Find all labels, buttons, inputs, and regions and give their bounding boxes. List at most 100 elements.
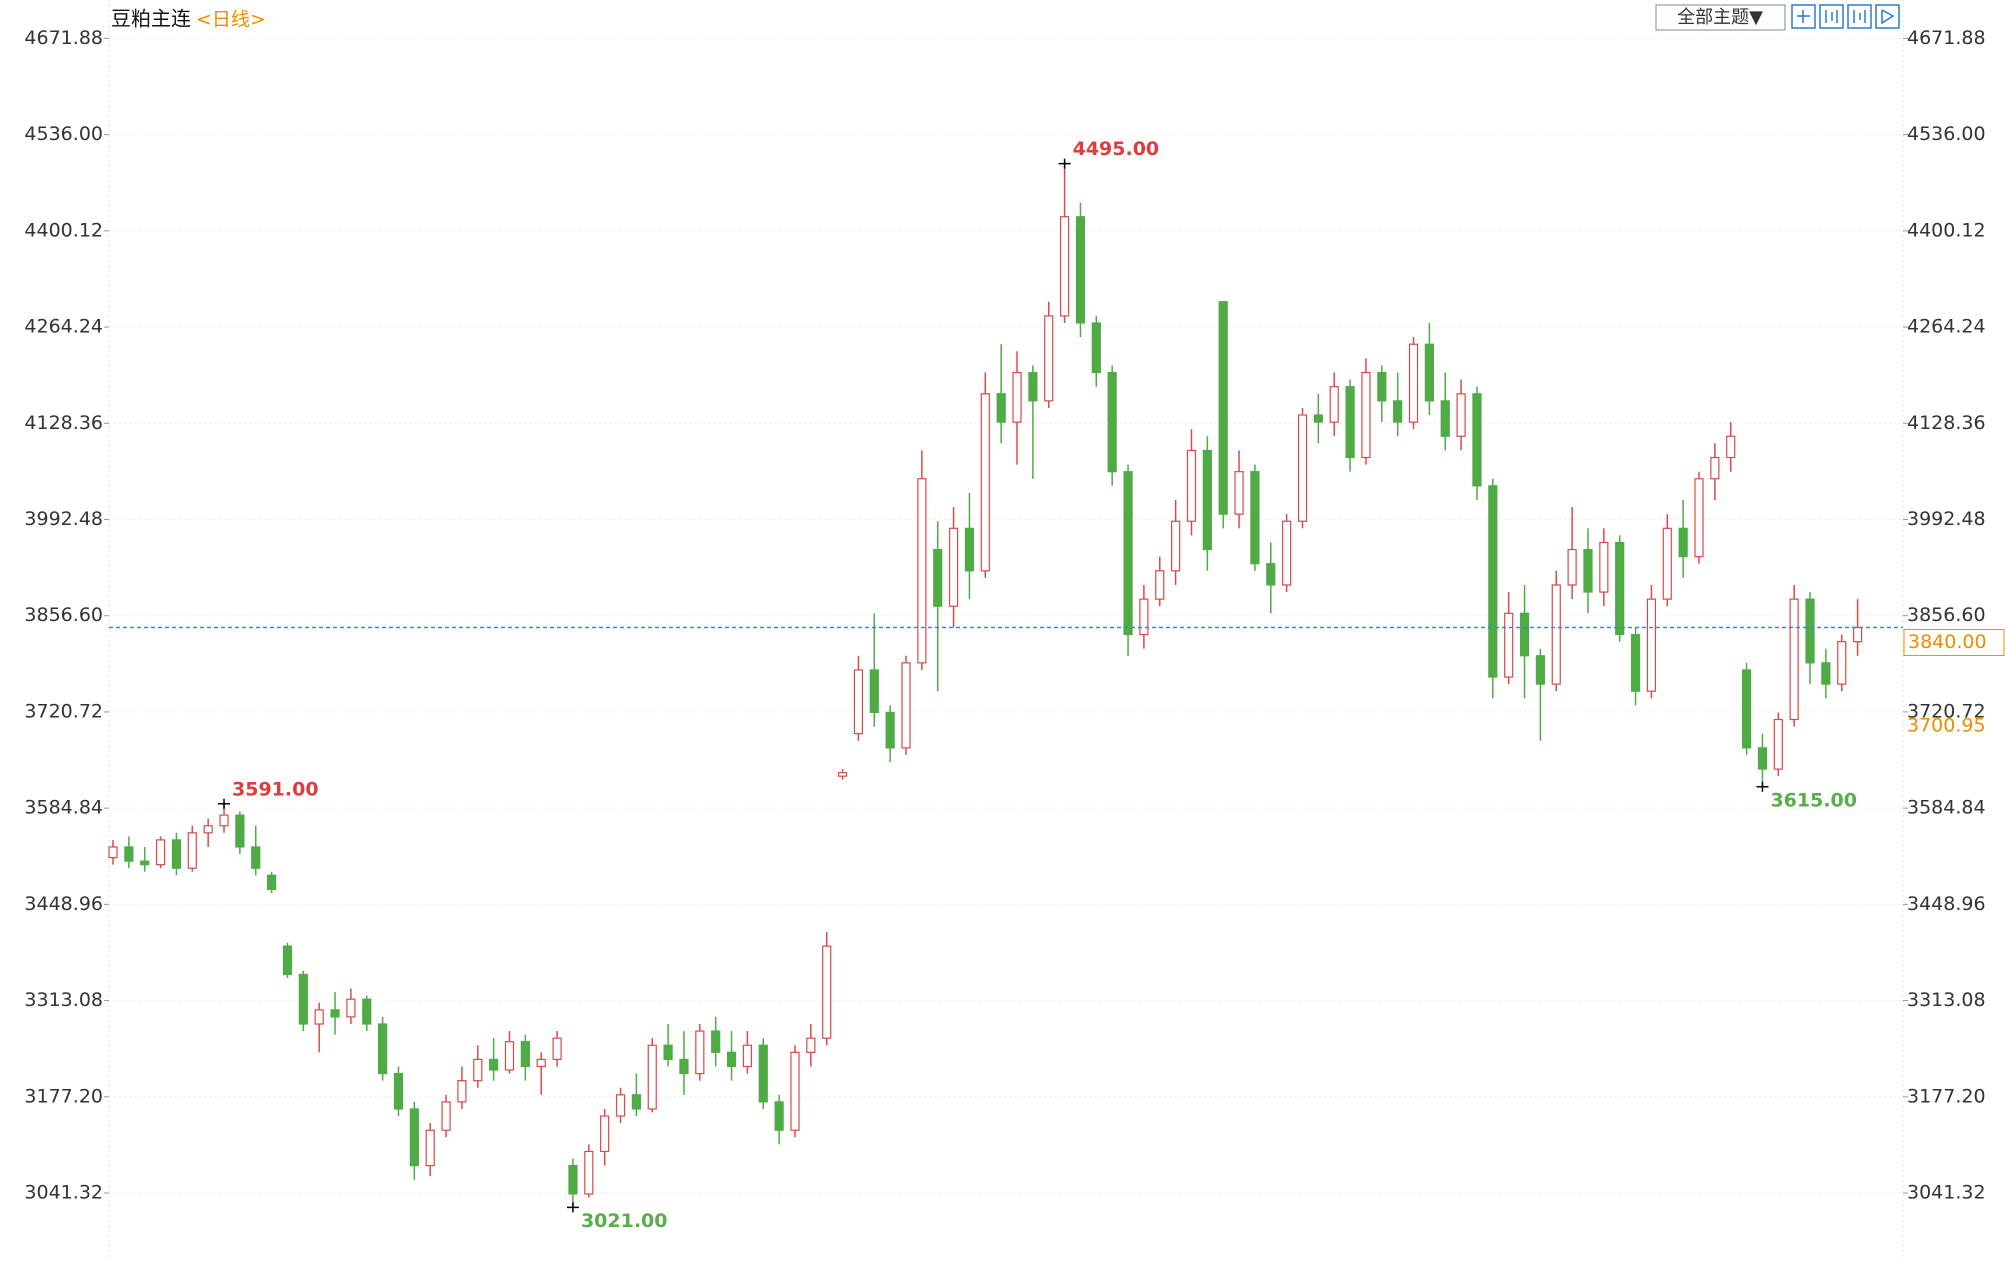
extreme-marker [566, 1202, 579, 1213]
candle-body [948, 527, 959, 607]
last-price-box [1903, 628, 2005, 656]
y2-tick-label: 4671.88 [1907, 27, 1986, 49]
chart-subtitle: <日线> [196, 9, 266, 31]
y-tick-label: 3992.48 [24, 508, 103, 530]
candle-body [1821, 662, 1831, 685]
candle-body [393, 1072, 404, 1110]
candle-body [1472, 393, 1482, 487]
y2-tick-label: 4400.12 [1907, 219, 1986, 241]
y-tick-label: 4400.12 [24, 219, 103, 241]
candle-body [187, 832, 197, 869]
y2-tick-label: 3584.84 [1907, 797, 1986, 819]
candle-body [1329, 386, 1339, 423]
candle-body [1202, 449, 1212, 551]
y2-tick-label: 3720.72 [1907, 700, 1986, 722]
toolbar-icons [1791, 4, 1900, 29]
candle-body [552, 1037, 562, 1061]
candle-body [1155, 570, 1165, 600]
y2-tick-label: 3177.20 [1907, 1085, 1986, 1107]
candle-body [108, 846, 118, 859]
candle-body [711, 1030, 721, 1053]
candle-body [1852, 626, 1863, 643]
candle-body [853, 669, 864, 735]
candle-body [1044, 315, 1054, 402]
candle-body [1218, 301, 1228, 515]
y2-tick-label: 3448.96 [1907, 893, 1986, 915]
candle-body [1694, 478, 1704, 558]
candle-body [409, 1108, 419, 1167]
candle-body [346, 998, 356, 1018]
candle-body [1741, 669, 1752, 749]
y-tick-label: 3177.20 [24, 1085, 103, 1107]
y2-tick-label: 4264.24 [1907, 316, 1986, 338]
candle-body [695, 1030, 705, 1075]
candle-body [1519, 612, 1530, 657]
candle-body [504, 1041, 515, 1071]
candle-body [568, 1165, 578, 1195]
candle-body [330, 1009, 340, 1018]
y2-tick-label: 3856.60 [1907, 604, 1986, 626]
candle-body [1313, 414, 1323, 423]
candle-body [1757, 747, 1768, 770]
candle-body [584, 1150, 594, 1195]
candle-body [155, 839, 166, 866]
candle-body [219, 814, 229, 827]
candle-body [1107, 371, 1117, 473]
y-tick-label: 4264.24 [24, 316, 103, 338]
candle-body [235, 814, 245, 848]
candle-body [1551, 584, 1561, 685]
candle-body [1773, 718, 1783, 770]
candle-body [901, 662, 911, 749]
candle-body [1028, 371, 1038, 402]
candle-body [282, 945, 293, 976]
extreme-marker [218, 798, 231, 809]
candle-body [1234, 471, 1244, 515]
candle-body [1456, 393, 1466, 437]
candle-body [806, 1037, 816, 1053]
theme-button-label[interactable]: 全部主题▼ [1677, 7, 1763, 28]
candle-body [980, 393, 990, 572]
candle-body [647, 1044, 657, 1110]
candle-body [822, 945, 832, 1039]
candle-body [314, 1009, 324, 1025]
candle-body [1678, 527, 1688, 558]
candle-body [1393, 400, 1403, 423]
icon-glyphs [1797, 9, 1895, 25]
candle-body [1805, 598, 1815, 664]
candle-body [1662, 527, 1672, 600]
candle-body [1535, 655, 1546, 685]
candle-body [1075, 216, 1086, 324]
candle-body [1488, 485, 1498, 678]
extreme-label: 3615.00 [1770, 789, 1857, 811]
candle-body [758, 1044, 768, 1103]
candle-body [1440, 400, 1450, 437]
candle-body [615, 1094, 626, 1117]
candle-body [171, 839, 182, 869]
candle-body [996, 393, 1006, 423]
last-price-label: 3840.00 [1908, 631, 1987, 653]
extreme-label: 4495.00 [1073, 138, 1160, 160]
icon-next[interactable] [1875, 4, 1900, 29]
candle-body [679, 1058, 689, 1075]
candle-body [441, 1101, 451, 1131]
candle-body [251, 846, 261, 869]
candle-body [1567, 548, 1577, 586]
candle-body [663, 1044, 673, 1061]
theme-button[interactable] [1655, 4, 1786, 31]
candle-body [869, 669, 879, 714]
y-tick-label: 3041.32 [24, 1182, 103, 1204]
candle-body [964, 527, 975, 572]
candle-body [536, 1058, 546, 1068]
candle-body [520, 1041, 530, 1068]
candle-body [203, 825, 213, 834]
extreme-marker [1756, 781, 1769, 792]
y-tick-label: 3313.08 [24, 989, 103, 1011]
y-tick-label: 4536.00 [24, 123, 103, 145]
y-tick-label: 3448.96 [24, 893, 103, 915]
candle-body [489, 1058, 499, 1071]
reference-price-label: 3700.95 [1907, 714, 1986, 736]
candle-body [885, 711, 895, 749]
extreme-marker [1058, 158, 1071, 169]
